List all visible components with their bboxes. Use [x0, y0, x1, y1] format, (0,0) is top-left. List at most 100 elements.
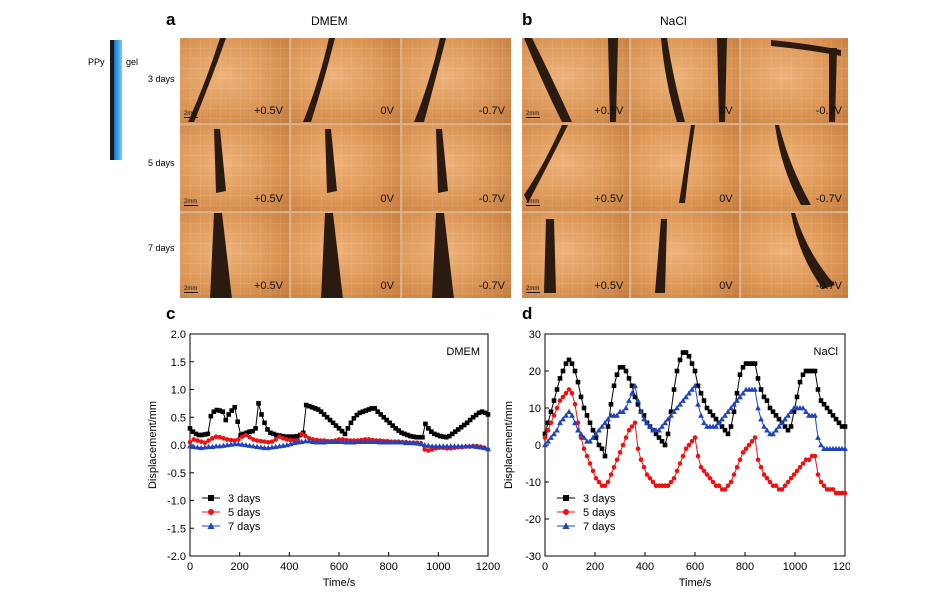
data-point — [221, 436, 226, 441]
data-point — [317, 439, 324, 445]
data-point — [250, 443, 257, 449]
data-point — [545, 427, 551, 433]
data-point — [659, 439, 665, 444]
voltage-label: 0V — [380, 105, 394, 118]
data-point — [734, 390, 740, 396]
data-point — [199, 432, 205, 438]
data-point — [251, 437, 256, 442]
data-point — [674, 468, 680, 474]
data-point — [473, 443, 480, 449]
data-point — [548, 409, 554, 414]
data-point — [737, 372, 743, 377]
data-point — [223, 417, 229, 423]
data-point — [659, 423, 665, 429]
photo-nacl-3d-pos: 2mm +0.5V — [522, 38, 630, 124]
data-point — [671, 476, 677, 481]
data-point — [441, 434, 446, 439]
data-point — [542, 435, 548, 440]
data-point — [461, 422, 467, 428]
data-point — [674, 405, 680, 411]
data-point — [644, 419, 650, 426]
data-point — [302, 438, 309, 444]
data-point — [423, 421, 428, 427]
data-point — [581, 446, 587, 451]
data-point — [830, 413, 836, 418]
data-point — [815, 472, 821, 477]
data-point — [569, 361, 575, 366]
data-point — [785, 479, 791, 485]
y-tick-label: 0 — [535, 440, 541, 452]
panel-b-letter: b — [522, 10, 533, 29]
photo-dmem-5d-zero: 0V — [291, 125, 400, 211]
photo-nacl-7d-pos: 2mm +0.5V — [522, 212, 630, 298]
data-point — [668, 412, 674, 418]
data-point — [776, 416, 782, 422]
y-tick-label: 1.5 — [171, 357, 186, 369]
data-point — [647, 423, 653, 429]
data-point — [842, 490, 848, 496]
y-tick-label: -10 — [525, 477, 541, 489]
data-point — [551, 398, 557, 403]
y-tick-label: 10 — [529, 403, 541, 415]
y-tick-label: -1.5 — [167, 523, 186, 535]
data-point — [332, 438, 339, 444]
data-point — [557, 398, 563, 403]
ppy-layer — [110, 40, 114, 160]
data-point — [217, 434, 223, 440]
data-point — [327, 417, 333, 423]
voltage-label: 0V — [380, 192, 394, 205]
data-point — [247, 434, 252, 440]
data-point — [800, 461, 806, 466]
data-point — [193, 431, 199, 437]
data-point — [306, 403, 312, 409]
data-point — [405, 432, 410, 438]
photo-dmem-3d-zero: 0V — [291, 38, 400, 124]
data-point — [752, 386, 758, 392]
data-point — [785, 427, 791, 433]
data-point — [797, 379, 803, 385]
data-point — [217, 408, 223, 413]
data-point — [372, 406, 378, 411]
data-point — [271, 431, 276, 437]
data-point — [755, 457, 761, 463]
photo-dmem-3d-pos: 2mm +0.5V — [180, 38, 289, 124]
data-point — [779, 419, 785, 426]
data-point — [395, 439, 402, 445]
data-point — [447, 443, 454, 449]
data-point — [839, 424, 845, 429]
data-point — [440, 443, 447, 449]
data-point — [680, 453, 686, 459]
data-point — [797, 464, 803, 470]
data-point — [605, 416, 611, 422]
data-point — [587, 438, 593, 444]
data-point — [596, 427, 602, 433]
series-5-days — [542, 387, 848, 496]
data-point — [803, 368, 809, 374]
data-point — [195, 438, 200, 443]
data-point — [563, 390, 569, 396]
data-point — [303, 433, 308, 439]
data-point — [731, 472, 737, 477]
data-point — [542, 431, 548, 437]
data-point — [635, 397, 641, 403]
x-tick-label: 600 — [686, 561, 704, 573]
data-point — [384, 439, 391, 445]
data-point — [232, 438, 237, 443]
data-point — [569, 390, 575, 396]
data-point — [710, 413, 716, 418]
data-point — [241, 431, 246, 437]
data-point — [226, 412, 232, 417]
data-point — [243, 432, 249, 438]
data-point — [746, 361, 752, 366]
voltage-label: 0V — [719, 280, 733, 292]
data-point — [455, 443, 462, 449]
data-point — [387, 420, 392, 426]
data-point — [254, 438, 260, 443]
data-point — [614, 372, 620, 377]
data-point — [351, 416, 357, 421]
data-point — [420, 434, 425, 440]
data-point — [244, 430, 249, 436]
data-point — [384, 417, 389, 423]
data-point — [611, 464, 617, 470]
data-point — [689, 439, 695, 444]
